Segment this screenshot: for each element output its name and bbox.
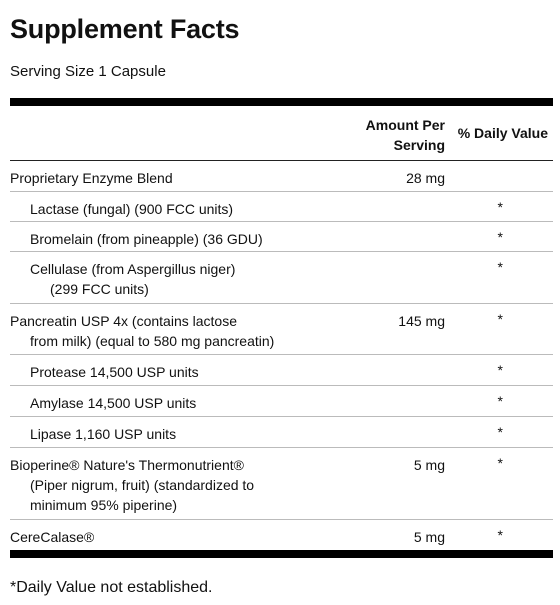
ingredient-name-line: CereCalase® — [10, 529, 95, 545]
ingredient-daily-value: * — [497, 362, 503, 378]
ingredient-name: Pancreatin USP 4x (contains lactose from… — [10, 311, 274, 351]
daily-value-header: % Daily Value — [457, 125, 548, 141]
amount-header-line-2: Serving — [393, 137, 445, 153]
ingredient-name: Amylase 14,500 USP units — [30, 393, 196, 413]
top-divider-bar — [10, 98, 553, 106]
footnote: *Daily Value not established. — [10, 579, 213, 596]
amount-header-line-1: Amount Per — [365, 117, 445, 133]
ingredient-name: Proprietary Enzyme Blend — [10, 168, 173, 188]
ingredient-daily-value: * — [497, 311, 503, 327]
ingredient-name-line: Cellulase (from Aspergillus niger) — [30, 261, 236, 277]
ingredient-daily-value: * — [497, 199, 503, 215]
ingredient-name-line: Lactase (fungal) (900 FCC units) — [30, 201, 234, 217]
ingredient-name: Lactase (fungal) (900 FCC units) — [30, 199, 233, 219]
ingredient-name-line: (299 FCC units) — [50, 281, 149, 297]
bottom-divider-bar — [10, 550, 553, 558]
table-row: Lipase 1,160 USP units * — [10, 417, 553, 448]
ingredient-name-line: Amylase 14,500 USP units — [30, 395, 197, 411]
ingredient-daily-value: * — [497, 393, 503, 409]
ingredient-amount: 5 mg — [413, 457, 445, 473]
ingredient-name-line: (Piper nigrum, fruit) (standardized to — [30, 477, 255, 493]
table-row: Bromelain (from pineapple) (36 GDU) * — [10, 222, 553, 252]
ingredient-name-line: Lipase 1,160 USP units — [30, 426, 177, 442]
table-row: Bioperine® Nature's Thermonutrient® (Pip… — [10, 448, 553, 520]
ingredient-name: Bromelain (from pineapple) (36 GDU) — [30, 229, 263, 249]
table-header: Amount Per Serving % Daily Value — [10, 106, 553, 161]
table-row: Proprietary Enzyme Blend 28 mg — [10, 161, 553, 192]
ingredient-daily-value: * — [497, 455, 503, 471]
ingredient-daily-value: * — [497, 424, 503, 440]
table-row: CereCalase® 5 mg * — [10, 520, 553, 550]
ingredient-name: Lipase 1,160 USP units — [30, 424, 176, 444]
ingredient-table: Proprietary Enzyme Blend 28 mg Lactase (… — [10, 161, 553, 550]
table-row: Cellulase (from Aspergillus niger) (299 … — [10, 252, 553, 304]
ingredient-name: Cellulase (from Aspergillus niger) (299 … — [30, 259, 235, 299]
ingredient-name-line: Protease 14,500 USP units — [30, 364, 199, 380]
ingredient-name: Protease 14,500 USP units — [30, 362, 199, 382]
ingredient-name-line: from milk) (equal to 580 mg pancreatin) — [30, 333, 275, 349]
ingredient-name-line: Bioperine® Nature's Thermonutrient® — [10, 457, 244, 473]
ingredient-name-line: Pancreatin USP 4x (contains lactose — [10, 313, 237, 329]
ingredient-name: Bioperine® Nature's Thermonutrient® (Pip… — [10, 455, 254, 515]
page-title: Supplement Facts — [10, 14, 240, 44]
ingredient-name-line: Bromelain (from pineapple) (36 GDU) — [30, 231, 263, 247]
ingredient-daily-value: * — [497, 229, 503, 245]
table-row: Protease 14,500 USP units * — [10, 355, 553, 386]
table-row: Pancreatin USP 4x (contains lactose from… — [10, 304, 553, 355]
table-row: Lactase (fungal) (900 FCC units) * — [10, 192, 553, 222]
ingredient-name-line: minimum 95% piperine) — [30, 497, 178, 513]
ingredient-amount: 5 mg — [413, 529, 445, 545]
ingredient-amount: 145 mg — [398, 313, 445, 329]
serving-size: Serving Size 1 Capsule — [10, 63, 166, 80]
ingredient-amount: 28 mg — [406, 170, 445, 186]
ingredient-daily-value: * — [497, 259, 503, 275]
ingredient-name: CereCalase® — [10, 527, 94, 547]
ingredient-daily-value: * — [497, 527, 503, 543]
ingredient-name-line: Proprietary Enzyme Blend — [10, 170, 173, 186]
table-row: Amylase 14,500 USP units * — [10, 386, 553, 417]
amount-per-serving-header: Amount Per Serving — [366, 115, 445, 155]
